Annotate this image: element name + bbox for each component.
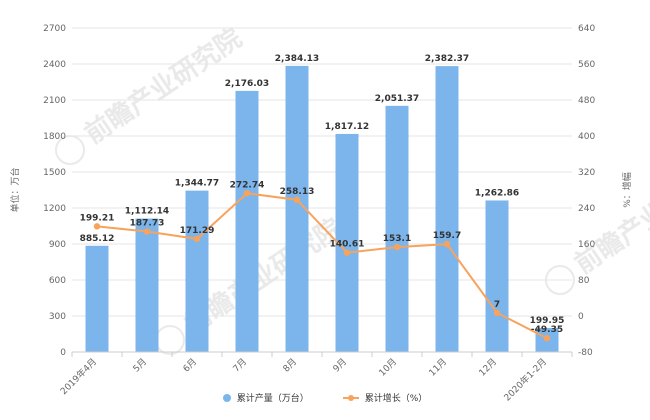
line-point xyxy=(93,223,101,230)
line-data-label: 7 xyxy=(494,300,500,310)
line-data-label: 153.1 xyxy=(383,234,411,244)
y-tick-label-left: 0 xyxy=(60,348,66,358)
line-data-label: 171.29 xyxy=(180,226,215,236)
line-point xyxy=(193,235,201,243)
y-tick-label-right: 480 xyxy=(578,96,595,106)
line-point xyxy=(293,196,301,204)
line-data-label: 187.73 xyxy=(130,219,165,229)
bar xyxy=(485,200,509,352)
y-tick-label-right: 640 xyxy=(578,24,595,34)
bar-data-label: 199.95 xyxy=(530,316,565,326)
bar xyxy=(85,245,109,352)
x-tick-label: 5月 xyxy=(131,356,149,374)
line-data-label: 159.7 xyxy=(433,231,461,241)
bar-data-label: 2,176.03 xyxy=(225,79,269,89)
y-tick-label-right: 240 xyxy=(578,204,595,214)
line-point xyxy=(443,240,451,248)
y-tick-label-right: 160 xyxy=(578,240,595,250)
y-tick-label-left: 2400 xyxy=(43,60,66,70)
bar-data-label: 1,817.12 xyxy=(325,122,369,132)
y-tick-label-left: 1500 xyxy=(43,168,66,178)
bar xyxy=(135,218,159,352)
y-axis-title-right: %：增幅 xyxy=(621,172,633,208)
line-data-label: 140.61 xyxy=(330,240,365,250)
line-data-label: 199.21 xyxy=(80,213,115,223)
y-tick-label-left: 1800 xyxy=(43,132,66,142)
line-data-label: 258.13 xyxy=(280,187,315,197)
y-axis-title-left: 单位：万台 xyxy=(9,167,21,212)
legend-line-label: 累计增长（%） xyxy=(364,394,428,404)
y-tick-label-left: 1200 xyxy=(43,204,66,214)
y-tick-label-left: 600 xyxy=(49,276,66,286)
growth-line xyxy=(96,192,548,340)
y-tick-label-left: 900 xyxy=(49,240,66,250)
x-tick-label: 11月 xyxy=(427,356,449,378)
bar-data-label: 1,112.14 xyxy=(125,207,169,217)
bar xyxy=(385,105,409,352)
x-tick-label: 6月 xyxy=(181,356,199,374)
line-point xyxy=(143,228,151,235)
bar xyxy=(435,66,459,352)
y-tick-label-right: 80 xyxy=(578,276,590,286)
data-labels: 885.12 1,112.14 1,344.77 2,176.03 2,384.13 1,… xyxy=(80,54,565,335)
bar-data-label: 2,382.37 xyxy=(425,54,469,64)
line-point xyxy=(343,249,351,256)
bar-data-label: 1,344.77 xyxy=(175,179,219,189)
y-tick-label-right: 0 xyxy=(578,312,584,322)
y-tick-label-right: 320 xyxy=(578,168,595,178)
legend-item-bar[interactable]: 累计产量（万台） xyxy=(222,391,309,404)
legend-item-line[interactable]: 累计增长（%） xyxy=(342,391,428,404)
line-point xyxy=(543,335,551,342)
bar xyxy=(235,90,259,352)
x-tick-label: 9月 xyxy=(331,356,349,374)
y-tick-label-right: -80 xyxy=(578,348,593,358)
bar xyxy=(335,133,359,352)
bar xyxy=(185,190,209,352)
x-tick-label: 10月 xyxy=(377,356,399,378)
bar-data-label: 885.12 xyxy=(80,234,115,244)
bar xyxy=(285,65,309,352)
line-point xyxy=(393,243,401,251)
line-series xyxy=(93,190,551,342)
line-data-label: -49.35 xyxy=(531,325,563,335)
bar-data-label: 2,384.13 xyxy=(275,54,319,64)
x-tick-label: 12月 xyxy=(477,356,499,378)
legend-line-swatch-icon xyxy=(342,394,359,402)
y-tick-label-right: 400 xyxy=(578,132,595,142)
line-point xyxy=(493,309,501,317)
y-tick-label-right: 560 xyxy=(578,60,595,70)
line-point xyxy=(243,190,251,197)
legend-bar-label: 累计产量（万台） xyxy=(236,394,309,404)
y-tick-label-left: 2100 xyxy=(43,96,66,106)
legend: 累计产量（万台） 累计增长（%） xyxy=(0,391,650,404)
y-tick-label-left: 300 xyxy=(49,312,66,322)
line-data-label: 272.74 xyxy=(230,180,265,190)
y-tick-label-left: 2700 xyxy=(43,24,66,34)
watermark-text-1: 前瞻产业研究院 xyxy=(79,23,247,150)
legend-bar-swatch-icon xyxy=(222,393,231,402)
x-tick-label: 8月 xyxy=(281,356,299,374)
bar-data-label: 2,051.37 xyxy=(375,94,419,104)
bar-series xyxy=(85,65,559,352)
x-tick-label: 7月 xyxy=(231,356,249,374)
bar-data-label: 1,262.86 xyxy=(475,188,519,198)
